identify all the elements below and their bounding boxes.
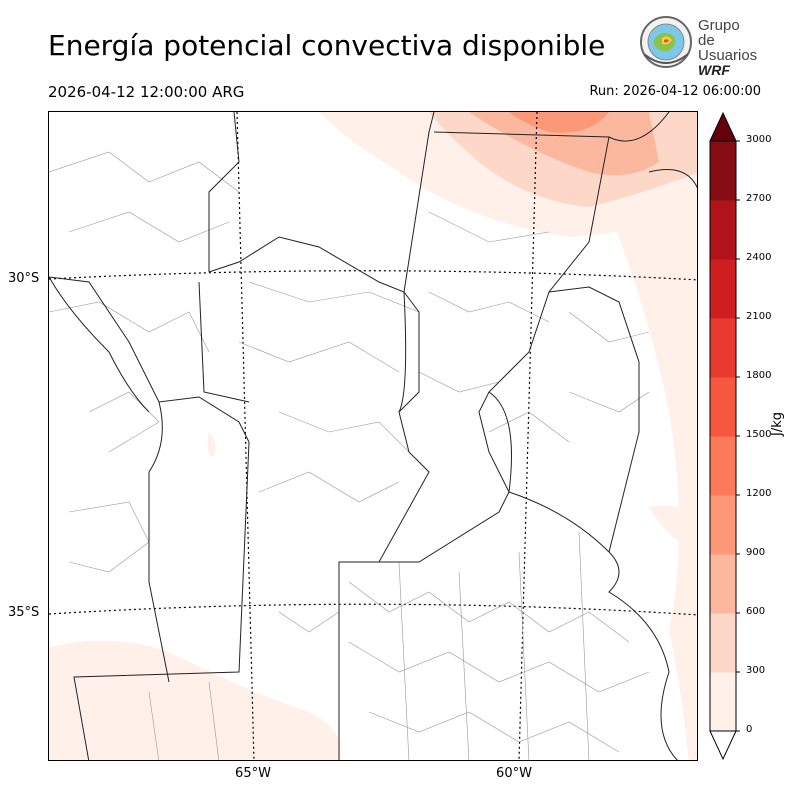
colorbar-segment [710, 554, 736, 614]
colorbar-segment [710, 318, 736, 378]
colorbar-extend-over [709, 111, 737, 142]
cape-map [48, 111, 698, 761]
logo-line1: Grupo de [698, 17, 740, 49]
logo-text: Grupo de Usuarios WRF [698, 18, 760, 78]
lon-label-60w: 60°W [496, 766, 532, 781]
lat-label-30s: 30°S [8, 271, 40, 286]
colorbar-segment [710, 436, 736, 496]
colorbar-segment [710, 495, 736, 555]
colorbar-segment [710, 672, 736, 732]
colorbar-extend-under [709, 730, 737, 761]
colorbar-tick-label: 900 [746, 547, 766, 558]
globe-emblem-icon [640, 16, 692, 68]
colorbar-tick-label: 2100 [746, 311, 772, 322]
colorbar-tick-label: 1200 [746, 488, 772, 499]
valid-time: 2026-04-12 12:00:00 ARG [48, 83, 245, 101]
colorbar-segment [710, 613, 736, 673]
colorbar-tick-label: 2400 [746, 252, 772, 263]
grupo-wrf-logo: Grupo de Usuarios WRF [638, 14, 760, 78]
map-canvas [49, 112, 697, 760]
logo-line2: Usuarios [698, 47, 758, 64]
colorbar-tick-label: 1800 [746, 370, 772, 381]
map-title: Energía potencial convectiva disponible [48, 29, 606, 62]
colorbar-tick-label: 0 [746, 724, 753, 735]
lon-label-65w: 65°W [235, 766, 271, 781]
colorbar [700, 108, 800, 768]
colorbar-segment [710, 141, 736, 201]
colorbar-tick-label: 2700 [746, 193, 772, 204]
colorbar-tick-label: 3000 [746, 134, 772, 145]
cape-shading [49, 112, 697, 760]
run-time: Run: 2026-04-12 06:00:00 [589, 84, 761, 99]
colorbar-segment [710, 377, 736, 437]
colorbar-tick-label: 1500 [746, 429, 772, 440]
colorbar-segment [710, 259, 736, 319]
province-boundaries [49, 112, 697, 760]
colorbar-scale [709, 111, 740, 761]
logo-line3: WRF [698, 62, 730, 78]
colorbar-tick-label: 300 [746, 665, 766, 676]
colorbar-unit: J/kg [770, 412, 785, 436]
graticule [49, 112, 697, 760]
colorbar-segment [710, 200, 736, 260]
lat-label-35s: 35°S [8, 605, 40, 620]
colorbar-tick-label: 600 [746, 606, 766, 617]
